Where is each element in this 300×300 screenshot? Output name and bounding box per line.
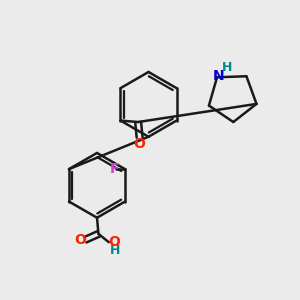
- Text: H: H: [222, 61, 233, 74]
- Text: F: F: [110, 162, 119, 176]
- Text: O: O: [74, 233, 86, 247]
- Text: O: O: [108, 235, 120, 249]
- Text: O: O: [134, 137, 146, 151]
- Text: H: H: [110, 244, 120, 257]
- Text: N: N: [213, 69, 224, 83]
